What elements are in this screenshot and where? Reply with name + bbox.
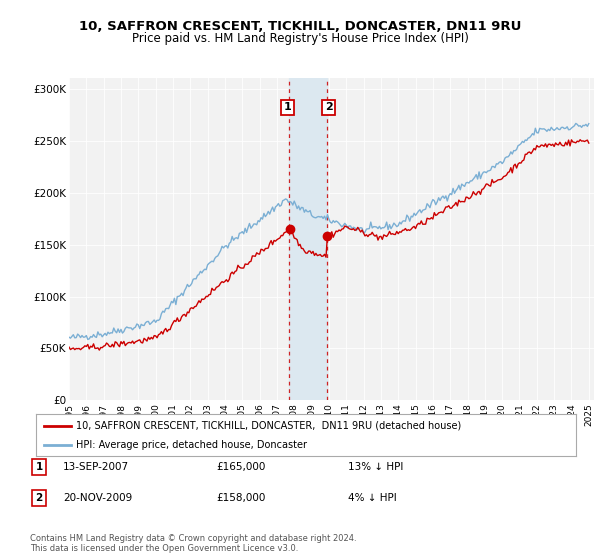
Text: 1: 1 <box>284 102 292 113</box>
Text: Price paid vs. HM Land Registry's House Price Index (HPI): Price paid vs. HM Land Registry's House … <box>131 32 469 45</box>
Text: 13-SEP-2007: 13-SEP-2007 <box>63 462 129 472</box>
Text: 4% ↓ HPI: 4% ↓ HPI <box>348 493 397 503</box>
Text: 2: 2 <box>35 493 43 503</box>
Bar <box>289 78 327 400</box>
Text: 13% ↓ HPI: 13% ↓ HPI <box>348 462 403 472</box>
Text: 20-NOV-2009: 20-NOV-2009 <box>63 493 132 503</box>
Text: 2: 2 <box>325 102 332 113</box>
Text: 1: 1 <box>35 462 43 472</box>
Text: 10, SAFFRON CRESCENT, TICKHILL, DONCASTER, DN11 9RU: 10, SAFFRON CRESCENT, TICKHILL, DONCASTE… <box>79 20 521 32</box>
Text: £165,000: £165,000 <box>216 462 265 472</box>
Text: HPI: Average price, detached house, Doncaster: HPI: Average price, detached house, Donc… <box>77 440 308 450</box>
Text: Contains HM Land Registry data © Crown copyright and database right 2024.
This d: Contains HM Land Registry data © Crown c… <box>30 534 356 553</box>
Text: £158,000: £158,000 <box>216 493 265 503</box>
Text: 10, SAFFRON CRESCENT, TICKHILL, DONCASTER,  DN11 9RU (detached house): 10, SAFFRON CRESCENT, TICKHILL, DONCASTE… <box>77 421 462 431</box>
